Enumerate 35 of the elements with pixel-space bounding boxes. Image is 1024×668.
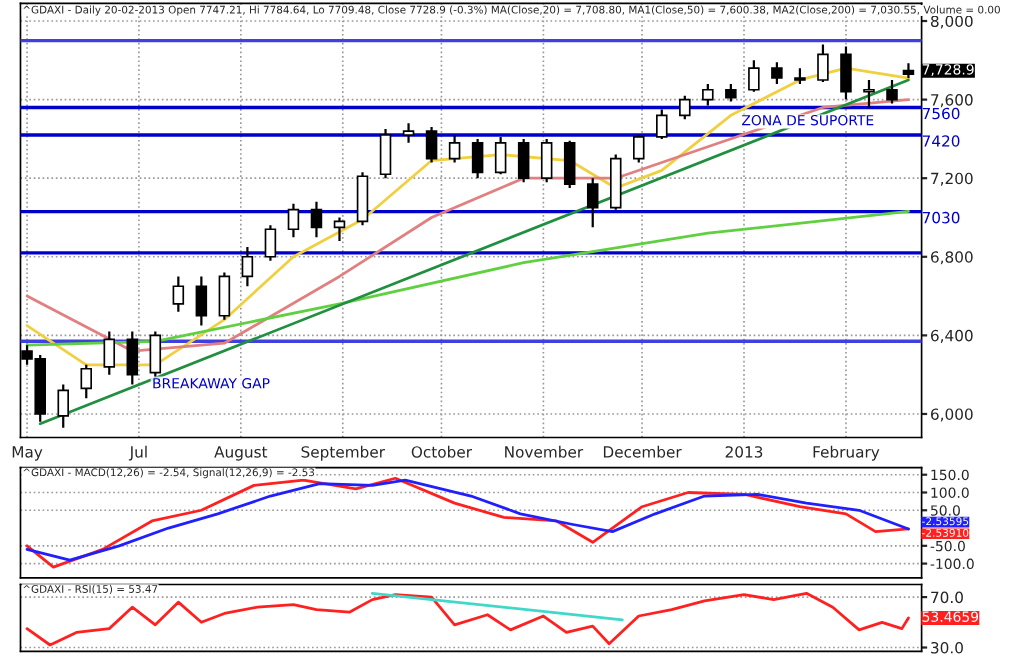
candlestick: [126, 330, 139, 386]
candlestick: [287, 202, 300, 239]
candlestick: [748, 59, 760, 93]
candlestick: [771, 61, 783, 85]
candlestick: [817, 43, 829, 84]
candlestick: [840, 45, 852, 101]
candlestick: [80, 363, 93, 400]
candlestick: [886, 78, 898, 105]
candlestick: [632, 133, 645, 164]
candlestick: [702, 82, 714, 107]
candlestick: [679, 94, 691, 121]
candlestick: [172, 275, 185, 313]
candlestick: [448, 133, 461, 164]
candlestick: [103, 330, 116, 376]
line-series: [25, 591, 910, 647]
candlestick: [863, 78, 875, 109]
candlestick: [471, 137, 484, 180]
candlestick: [540, 137, 553, 184]
candlestick: [402, 122, 415, 144]
candlestick: [517, 137, 530, 184]
candlestick: [195, 275, 208, 327]
candlestick: [241, 245, 254, 288]
candlestick: [356, 171, 369, 227]
candlestick: [425, 126, 438, 164]
candlestick: [586, 177, 599, 229]
candlestick: [333, 216, 346, 243]
candlestick: [494, 135, 507, 176]
candlestick: [264, 224, 277, 262]
candlestick: [379, 127, 392, 180]
candlestick: [310, 200, 323, 239]
candlestick: [218, 271, 231, 321]
candlestick: [902, 62, 915, 80]
candlestick: [563, 139, 576, 190]
candlestick: [656, 108, 668, 141]
candlestick: [57, 383, 70, 429]
